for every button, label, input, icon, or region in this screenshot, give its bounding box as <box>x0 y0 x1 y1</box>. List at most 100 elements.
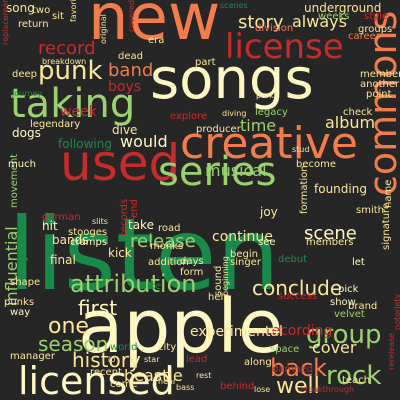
word-see: see <box>258 237 276 248</box>
word-replacement: replacement <box>1 0 10 45</box>
word-singer: singer <box>230 257 261 268</box>
word-original: original <box>99 14 108 44</box>
word-licensed: licensed <box>18 359 175 400</box>
word-continue: continue <box>212 229 273 245</box>
word-debut: debut <box>278 254 308 265</box>
word-hit: hit <box>42 219 58 233</box>
word-time: time <box>240 116 277 135</box>
word-always: always <box>292 12 347 31</box>
word-group: group <box>306 320 382 350</box>
word-punks: punks <box>4 297 35 308</box>
word-records: records <box>119 198 130 236</box>
word-diving: diving <box>222 109 247 118</box>
word-point: point <box>366 89 392 100</box>
word-deep: deep <box>12 69 37 80</box>
word-musical: musical <box>205 161 267 180</box>
word-form: form <box>180 267 204 278</box>
word-star: star <box>144 355 160 364</box>
word-world: world <box>110 342 138 353</box>
word-release: release <box>130 231 196 252</box>
word-founding: founding <box>314 182 367 196</box>
word-along: along <box>244 357 272 368</box>
word-smith: smith <box>356 205 384 216</box>
word-division: division <box>255 23 294 34</box>
word-much: much <box>8 159 36 170</box>
word-season: season <box>38 332 109 356</box>
word-well: well <box>276 374 320 399</box>
word-behind: behind <box>220 381 255 392</box>
word-story: story <box>238 12 284 33</box>
word-teach: teach <box>342 375 371 386</box>
word-dive: dive <box>112 123 138 137</box>
word-era: era <box>148 35 165 46</box>
word-help: help <box>208 292 230 303</box>
word-rock: rock <box>326 361 382 391</box>
word-favorite: favorite <box>69 0 78 22</box>
word-show: show <box>330 297 356 308</box>
word-boys: boys <box>108 79 142 95</box>
word-underground: underground <box>304 1 382 15</box>
word-dogs: dogs <box>12 126 41 140</box>
word-one: one <box>48 314 89 339</box>
word-hear: hear <box>158 377 177 386</box>
word-joy: joy <box>260 205 278 219</box>
word-recent: recent <box>90 367 122 378</box>
word-york: york <box>13 231 29 262</box>
word-cover: cover <box>312 338 357 357</box>
word-way: way <box>10 307 31 318</box>
word-pick: pick <box>338 284 359 295</box>
word-check: check <box>343 107 373 118</box>
word-monks: monks <box>150 241 184 252</box>
word-series: series <box>158 149 277 195</box>
word-covered: covered <box>127 0 136 32</box>
word-journey: journey <box>12 89 43 98</box>
word-come: come <box>110 379 138 390</box>
word-breakthrough: breakthrough <box>300 385 355 394</box>
word-manager: manager <box>10 351 55 362</box>
word-road: road <box>158 223 181 234</box>
word-parks: parks <box>256 91 279 100</box>
word-end: end <box>129 199 140 218</box>
word-stud: stud <box>292 145 310 154</box>
word-bass: bass <box>176 383 195 392</box>
word-legendary: legendary <box>30 119 81 130</box>
word-velvet: velvet <box>334 309 365 320</box>
word-damned: damned <box>272 364 314 375</box>
word-new: new <box>88 0 221 55</box>
word-return: return <box>18 19 49 30</box>
word-used: used <box>60 134 181 192</box>
word-signature: signature <box>381 202 392 250</box>
word-space: space <box>270 344 300 355</box>
word-begin: begin <box>230 249 258 260</box>
word-punk: punk <box>38 56 103 86</box>
word-record: record <box>38 38 96 59</box>
word-part: part <box>195 57 216 68</box>
word-city: city <box>158 342 177 353</box>
word-german: german <box>42 212 81 223</box>
word-success: success <box>278 291 318 302</box>
word-beginning: beginning <box>221 256 230 296</box>
word-career: career <box>348 31 380 42</box>
word-become: become <box>296 159 337 170</box>
word-first: first <box>78 296 118 320</box>
word-album: album <box>325 113 376 132</box>
word-license: license <box>225 27 344 67</box>
word-style: style <box>364 11 388 22</box>
word-would: would <box>120 132 168 151</box>
word-days: days <box>180 256 204 267</box>
word-final: final <box>50 253 76 267</box>
word-apple: apple <box>78 284 284 370</box>
word-history: history <box>72 348 141 372</box>
word-conclude: conclude <box>252 276 343 300</box>
word-listen: listen <box>8 196 280 313</box>
word-lead: lead <box>186 354 208 365</box>
word-scenes: scenes <box>220 1 248 10</box>
word-lp: lp <box>108 355 116 364</box>
word-weeks: weeks <box>318 11 350 22</box>
word-rerelease: rerelease <box>387 332 396 370</box>
word-another: another <box>360 79 400 90</box>
word-breakdown: breakdown <box>42 57 87 66</box>
word-stooges: stooges <box>68 227 108 238</box>
word-creative: creative <box>180 118 358 169</box>
